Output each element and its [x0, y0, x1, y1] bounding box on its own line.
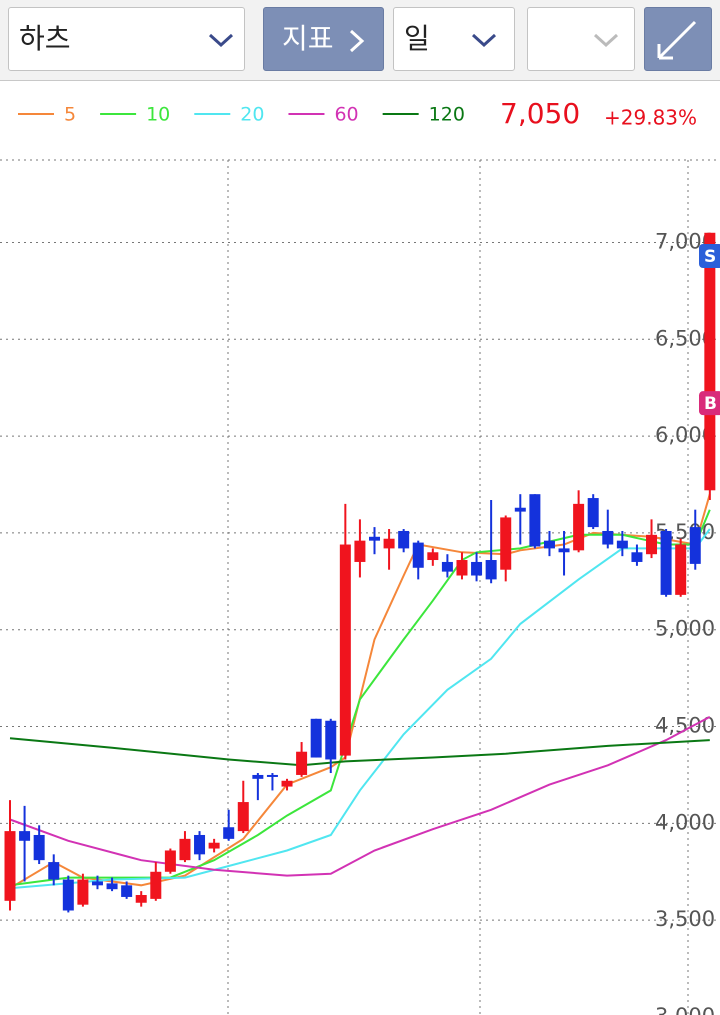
candle-body: [573, 503, 585, 551]
candle-body: [48, 862, 60, 880]
candle-body: [310, 718, 322, 758]
y-tick-label: 4,500: [655, 714, 715, 738]
candle-body: [369, 536, 380, 541]
candle-body: [675, 544, 687, 595]
candle-body: [485, 560, 497, 580]
toolbar: 하츠 지표 일: [0, 0, 720, 81]
change: +29.83%: [604, 106, 697, 130]
price: 7,050: [500, 97, 580, 130]
y-tick-label: 5,000: [655, 617, 715, 641]
candle-body: [62, 879, 74, 911]
candle-body: [325, 720, 337, 760]
candle-body: [383, 538, 395, 549]
candle-body: [19, 831, 31, 841]
chart: 5 10 20 60 120 7,050 +29.83% 3,000 3,500 4,000…: [0, 97, 720, 1015]
candle-body: [689, 527, 701, 564]
legend-label: 5: [64, 104, 76, 126]
candle-body: [164, 850, 176, 872]
legend-label: 20: [240, 104, 264, 126]
candle-body: [237, 802, 249, 832]
stock-name: 하츠: [19, 22, 71, 55]
candle-body: [179, 838, 191, 861]
candle-body: [500, 517, 512, 570]
expand-button[interactable]: [644, 7, 712, 71]
candle-body: [121, 885, 133, 897]
candle-body: [543, 540, 555, 549]
candle-body: [529, 494, 541, 547]
candle-body: [558, 548, 570, 553]
badge-label: S: [704, 247, 716, 267]
candle-body: [441, 561, 453, 572]
ma-line: [9, 737, 710, 767]
legend-label: 120: [429, 104, 465, 126]
stock-dropdown[interactable]: 하츠: [8, 7, 245, 71]
candle-body: [252, 774, 264, 779]
candle-body: [412, 542, 424, 568]
candle-body: [33, 834, 45, 861]
chevron-right: [349, 29, 365, 53]
chevron: [471, 33, 497, 48]
candle-body: [339, 544, 351, 756]
candle-body: [616, 540, 628, 549]
chevron: [208, 33, 234, 48]
candle-body: [602, 530, 614, 545]
y-tick-label: 3,500: [655, 907, 715, 931]
expand-icon: [657, 20, 697, 60]
candle-body: [631, 552, 643, 562]
candle-body: [296, 751, 308, 775]
candle-body: [660, 530, 672, 595]
candle-body: [587, 498, 599, 528]
candle-body: [106, 883, 118, 890]
ma-line: [9, 716, 711, 877]
candle-body: [150, 871, 162, 899]
candle-body: [194, 834, 206, 855]
y-tick-label: 3,000: [655, 1004, 715, 1015]
period-label: 일: [404, 22, 430, 55]
candle-body: [91, 881, 103, 886]
candle-body: [514, 507, 526, 512]
chevron: [593, 33, 619, 48]
candle-body: [4, 831, 16, 901]
empty-dropdown[interactable]: [527, 7, 635, 71]
badge: [699, 244, 720, 269]
candle-body: [77, 879, 89, 905]
legend-label: 60: [334, 104, 358, 126]
period-dropdown[interactable]: 일: [393, 7, 515, 71]
ma-line: [9, 509, 711, 887]
indicator-label: 지표: [282, 22, 334, 55]
candle-body: [135, 895, 147, 903]
legend: 5 10 20 60 120: [18, 104, 465, 126]
badge-label: B: [704, 394, 717, 414]
indicator-button[interactable]: 지표: [263, 7, 384, 71]
legend-label: 10: [146, 104, 170, 126]
candle-body: [223, 827, 235, 839]
badge: [699, 391, 720, 416]
candle-body: [456, 560, 468, 576]
candle-body: [398, 530, 410, 549]
candle-body: [646, 534, 658, 555]
y-tick-label: 4,000: [655, 810, 715, 834]
candle-body: [704, 232, 716, 491]
candle-body: [281, 780, 293, 787]
ma-line: [9, 528, 711, 890]
candle-body: [266, 774, 278, 777]
candle-body: [354, 540, 366, 562]
candle-body: [471, 561, 483, 576]
candle-body: [427, 552, 439, 561]
candle-body: [208, 842, 220, 849]
